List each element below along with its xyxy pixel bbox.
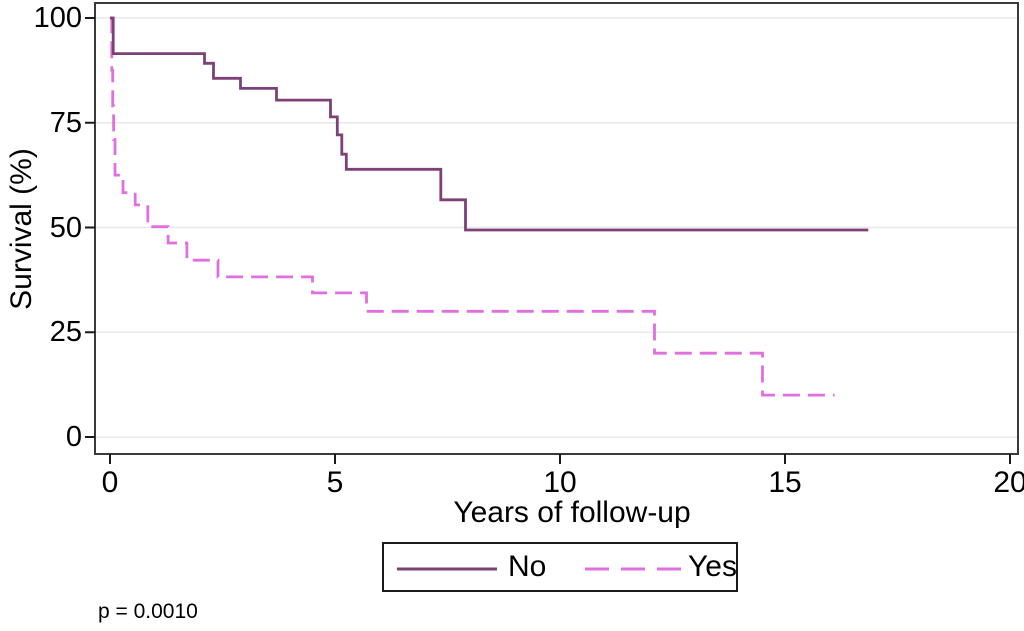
y-tick-label: 50: [49, 211, 82, 244]
y-tick-label: 0: [65, 421, 82, 453]
x-tick-label: 10: [543, 466, 577, 499]
x-tick-label: 20: [993, 466, 1024, 499]
y-tick-label: 25: [49, 316, 82, 349]
legend: No Yes: [382, 542, 738, 592]
plot-frame: [94, 2, 1019, 455]
curve-yes: [110, 16, 835, 397]
x-axis-title: Years of follow-up: [453, 496, 691, 529]
y-axis-title: Survival (%): [5, 148, 38, 310]
legend-label-yes: Yes: [688, 550, 737, 583]
legend-line-yes: [585, 567, 685, 571]
legend-label-no: No: [508, 550, 547, 583]
p-value-annotation: p = 0.0010: [98, 600, 198, 623]
legend-line-no: [397, 567, 497, 571]
x-tick-label: 0: [101, 466, 119, 499]
y-tick-label: 75: [49, 106, 82, 139]
curve-no: [110, 16, 869, 232]
y-tick-label: 100: [33, 2, 82, 34]
x-tick-label: 15: [768, 466, 802, 499]
x-tick-label: 5: [326, 466, 344, 499]
